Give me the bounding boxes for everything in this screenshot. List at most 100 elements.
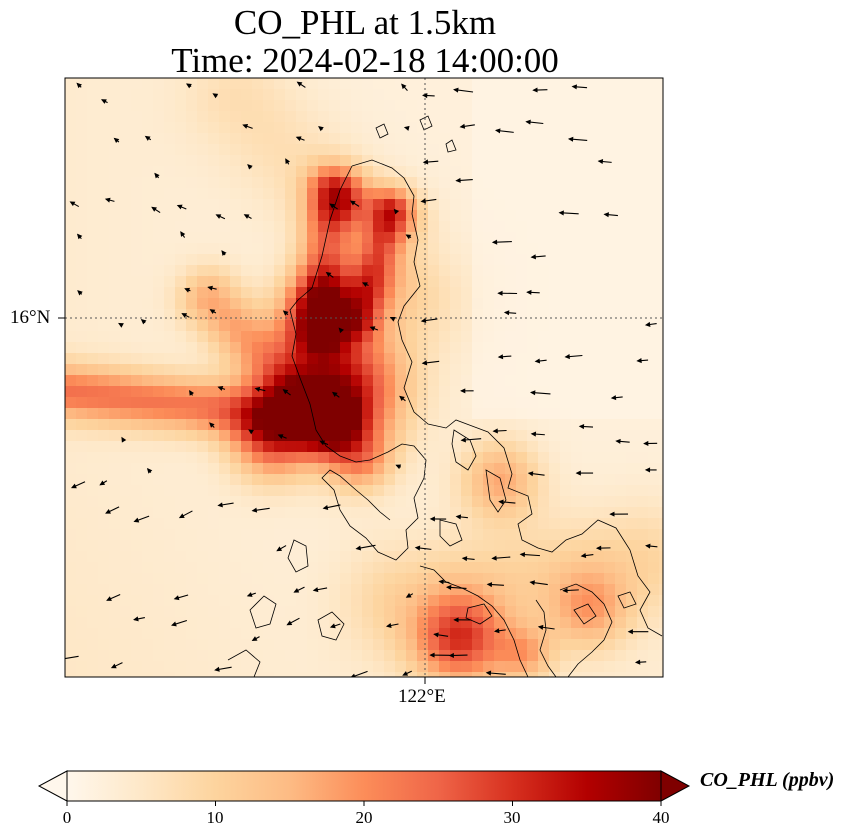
field-cell bbox=[527, 166, 539, 178]
field-cell bbox=[362, 595, 374, 607]
field-cell bbox=[120, 452, 132, 464]
field-cell bbox=[296, 452, 308, 464]
field-cell bbox=[274, 617, 286, 629]
field-cell bbox=[384, 177, 396, 189]
field-cell bbox=[472, 628, 484, 640]
field-cell bbox=[384, 573, 396, 585]
field-cell bbox=[76, 133, 88, 145]
field-cell bbox=[296, 177, 308, 189]
field-cell bbox=[252, 496, 264, 508]
field-cell bbox=[472, 452, 484, 464]
field-cell bbox=[450, 199, 462, 211]
field-cell bbox=[384, 265, 396, 277]
field-cell bbox=[230, 89, 242, 101]
field-cell bbox=[87, 320, 99, 332]
field-cell bbox=[87, 441, 99, 453]
field-cell bbox=[307, 672, 319, 677]
field-cell bbox=[241, 287, 253, 299]
field-cell bbox=[472, 342, 484, 354]
field-cell bbox=[549, 100, 561, 112]
field-cell bbox=[98, 408, 110, 420]
field-cell bbox=[549, 89, 561, 101]
field-cell bbox=[395, 177, 407, 189]
field-cell bbox=[307, 529, 319, 541]
field-cell bbox=[417, 573, 429, 585]
field-cell bbox=[538, 452, 550, 464]
field-cell bbox=[604, 518, 616, 530]
field-cell bbox=[186, 144, 198, 156]
field-cell bbox=[604, 540, 616, 552]
field-cell bbox=[417, 100, 429, 112]
field-cell bbox=[230, 221, 242, 233]
field-cell bbox=[604, 496, 616, 508]
field-cell bbox=[615, 364, 627, 376]
field-cell bbox=[296, 639, 308, 651]
field-cell bbox=[472, 364, 484, 376]
field-cell bbox=[549, 199, 561, 211]
field-cell bbox=[175, 463, 187, 475]
field-cell bbox=[109, 221, 121, 233]
wind-arrow-head bbox=[445, 584, 452, 590]
field-cell bbox=[241, 364, 253, 376]
field-cell bbox=[395, 606, 407, 618]
field-cell bbox=[483, 584, 495, 596]
field-cell bbox=[461, 661, 473, 673]
field-cell bbox=[406, 408, 418, 420]
field-cell bbox=[615, 584, 627, 596]
field-cell bbox=[648, 419, 660, 431]
field-cell bbox=[637, 199, 649, 211]
field-cell bbox=[164, 199, 176, 211]
field-cell bbox=[483, 452, 495, 464]
wind-arrow-head bbox=[610, 395, 617, 401]
field-cell bbox=[351, 89, 363, 101]
field-cell bbox=[483, 166, 495, 178]
field-cell bbox=[505, 243, 517, 255]
field-cell bbox=[648, 408, 660, 420]
wind-arrow-head bbox=[322, 505, 329, 510]
field-cell bbox=[395, 320, 407, 332]
field-cell bbox=[87, 606, 99, 618]
field-cell bbox=[274, 144, 286, 156]
field-cell bbox=[153, 353, 165, 365]
field-cell bbox=[494, 298, 506, 310]
field-cell bbox=[505, 221, 517, 233]
field-cell bbox=[65, 254, 77, 266]
field-cell bbox=[527, 529, 539, 541]
field-cell bbox=[395, 595, 407, 607]
field-cell bbox=[439, 177, 451, 189]
field-cell bbox=[197, 364, 209, 376]
field-cell bbox=[164, 441, 176, 453]
field-cell bbox=[549, 617, 561, 629]
field-cell bbox=[428, 463, 440, 475]
field-cell bbox=[659, 177, 663, 189]
wind-arrow-head bbox=[644, 467, 651, 473]
field-cell bbox=[252, 518, 264, 530]
field-cell bbox=[142, 287, 154, 299]
field-cell bbox=[362, 155, 374, 167]
field-cell bbox=[549, 639, 561, 651]
field-cell bbox=[483, 144, 495, 156]
field-cell bbox=[87, 518, 99, 530]
field-cell bbox=[483, 199, 495, 211]
field-cell bbox=[197, 441, 209, 453]
field-cell bbox=[131, 254, 143, 266]
field-cell bbox=[351, 529, 363, 541]
field-cell bbox=[483, 133, 495, 145]
field-cell bbox=[439, 507, 451, 519]
field-cell bbox=[538, 628, 550, 640]
field-cell bbox=[65, 221, 77, 233]
field-cell bbox=[197, 573, 209, 585]
field-cell bbox=[505, 254, 517, 266]
field-cell bbox=[318, 144, 330, 156]
field-cell bbox=[153, 661, 165, 673]
field-cell bbox=[296, 507, 308, 519]
field-cell bbox=[230, 78, 242, 90]
field-cell bbox=[439, 573, 451, 585]
wind-arrow-head bbox=[110, 663, 117, 669]
field-cell bbox=[571, 122, 583, 134]
field-cell bbox=[527, 133, 539, 145]
field-cell bbox=[98, 342, 110, 354]
field-cell bbox=[505, 276, 517, 288]
field-cell bbox=[329, 221, 341, 233]
field-cell bbox=[87, 298, 99, 310]
